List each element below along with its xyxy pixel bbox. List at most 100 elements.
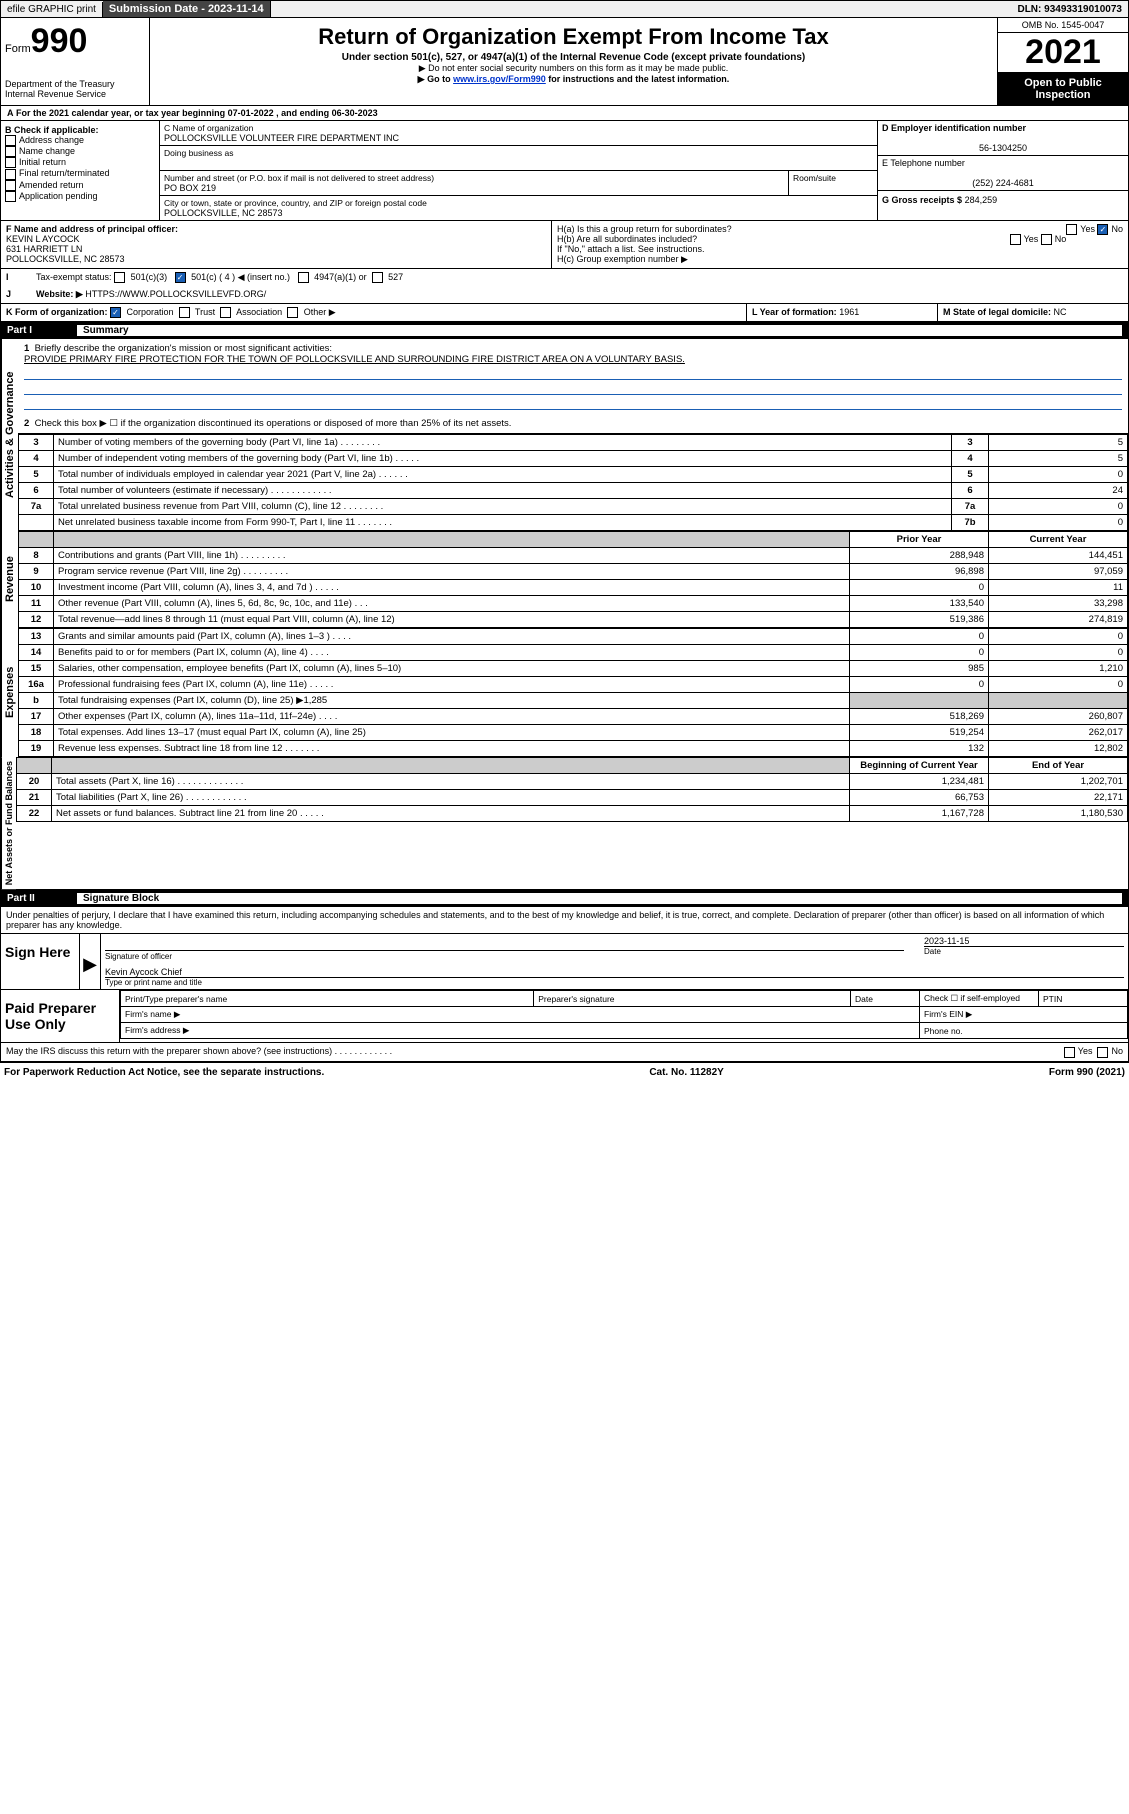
form-header: Form990 Department of the Treasury Inter… (0, 18, 1129, 106)
check-name[interactable] (5, 146, 16, 157)
row-desc: Professional fundraising fees (Part IX, … (54, 677, 850, 693)
row-val: 0 (989, 467, 1128, 483)
q1-label: Briefly describe the organization's miss… (35, 343, 333, 354)
firm-name-label: Firm's name ▶ (121, 1007, 920, 1023)
line-a: A For the 2021 calendar year, or tax yea… (0, 106, 1129, 121)
row-desc: Net assets or fund balances. Subtract li… (52, 806, 850, 822)
i-4947[interactable] (298, 272, 309, 283)
line-klm: K Form of organization: Corporation Trus… (0, 304, 1129, 322)
inspection-label: Open to Public Inspection (998, 73, 1128, 105)
k-trust[interactable] (179, 307, 190, 318)
hc-label: H(c) Group exemption number ▶ (557, 254, 1123, 265)
j-label: Website: ▶ (36, 289, 83, 299)
current-val: 12,802 (989, 741, 1128, 757)
hdr (19, 532, 54, 548)
opt-amended: Amended return (19, 180, 84, 190)
firm-phone-label: Phone no. (920, 1023, 1128, 1039)
line-i: I Tax-exempt status: 501(c)(3) 501(c) ( … (0, 269, 1129, 286)
submission-date-button[interactable]: Submission Date - 2023-11-14 (103, 1, 271, 17)
row-val: 24 (989, 483, 1128, 499)
omb-label: OMB No. 1545-0047 (998, 18, 1128, 33)
current-val: 0 (989, 677, 1128, 693)
hb-no[interactable] (1041, 234, 1052, 245)
row-val: 0 (989, 515, 1128, 531)
note-link: ▶ Go to www.irs.gov/Form990 for instruct… (154, 74, 993, 85)
check-initial[interactable] (5, 157, 16, 168)
top-bar: efile GRAPHIC print Submission Date - 20… (0, 0, 1129, 18)
check-address[interactable] (5, 135, 16, 146)
row-desc: Revenue less expenses. Subtract line 18 … (54, 741, 850, 757)
side-rev: Revenue (1, 531, 18, 628)
part1-title: Summary (77, 325, 1122, 336)
net-table: Beginning of Current Year End of Year20 … (16, 757, 1128, 822)
m-label: M State of legal domicile: (943, 307, 1051, 317)
form-word: Form (5, 43, 31, 55)
row-desc: Investment income (Part VIII, column (A)… (54, 580, 850, 596)
hdr (54, 532, 850, 548)
opt-pending: Application pending (19, 191, 98, 201)
i-527[interactable] (372, 272, 383, 283)
k-other[interactable] (287, 307, 298, 318)
begin-val: 1,234,481 (850, 774, 989, 790)
row-desc: Total assets (Part X, line 16) . . . . .… (52, 774, 850, 790)
prior-val: 0 (850, 645, 989, 661)
officer-name: KEVIN L AYCOCK (6, 234, 80, 244)
ein-label: D Employer identification number (882, 123, 1026, 133)
i-opt3: 527 (388, 272, 403, 282)
discuss-yes[interactable] (1064, 1047, 1075, 1058)
tax-year: 2021 (998, 33, 1128, 73)
row-num: 5 (19, 467, 54, 483)
row-num: 16a (19, 677, 54, 693)
yes-3: Yes (1078, 1046, 1093, 1056)
discuss-no[interactable] (1097, 1047, 1108, 1058)
end-hdr: End of Year (989, 758, 1128, 774)
hb-yes[interactable] (1010, 234, 1021, 245)
current-val: 1,210 (989, 661, 1128, 677)
gross-label: G Gross receipts $ (882, 195, 962, 205)
sig-officer-label: Signature of officer (105, 950, 904, 961)
end-val: 1,202,701 (989, 774, 1128, 790)
row-desc: Total number of individuals employed in … (54, 467, 952, 483)
k-corp[interactable] (110, 307, 121, 318)
i-501c3[interactable] (114, 272, 125, 283)
k-label: K Form of organization: (6, 307, 108, 317)
check-final[interactable] (5, 169, 16, 180)
header-right: OMB No. 1545-0047 2021 Open to Public In… (997, 18, 1128, 105)
check-amended[interactable] (5, 180, 16, 191)
row-num: 21 (17, 790, 52, 806)
section-fh: F Name and address of principal officer:… (0, 221, 1129, 269)
prior-val: 518,269 (850, 709, 989, 725)
row-box: 5 (952, 467, 989, 483)
gov-table: 3 Number of voting members of the govern… (18, 434, 1128, 531)
sig-name-value: Kevin Aycock Chief (105, 967, 1124, 977)
opt-name: Name change (19, 146, 75, 156)
perjury-text: Under penalties of perjury, I declare th… (0, 907, 1129, 934)
current-hdr: Current Year (989, 532, 1128, 548)
prior-val: 288,948 (850, 548, 989, 564)
k-opt3: Other ▶ (304, 307, 336, 317)
row-box: 3 (952, 435, 989, 451)
phone-label: E Telephone number (882, 158, 965, 168)
row-desc: Contributions and grants (Part VIII, lin… (54, 548, 850, 564)
prior-val: 985 (850, 661, 989, 677)
paid-table: Print/Type preparer's name Preparer's si… (120, 990, 1128, 1039)
i-opt2: 4947(a)(1) or (314, 272, 367, 282)
ha-no[interactable] (1097, 224, 1108, 235)
addr-label: Number and street (or P.O. box if mail i… (164, 173, 434, 183)
row-num: 22 (17, 806, 52, 822)
ha-label: H(a) Is this a group return for subordin… (557, 224, 732, 234)
row-desc: Total liabilities (Part X, line 26) . . … (52, 790, 850, 806)
ha-yes[interactable] (1066, 224, 1077, 235)
check-pending[interactable] (5, 191, 16, 202)
yes-2: Yes (1024, 234, 1039, 244)
box-deg: D Employer identification number 56-1304… (877, 121, 1128, 220)
i-501c[interactable] (175, 272, 186, 283)
gov-section: Activities & Governance 1 Briefly descri… (0, 339, 1129, 531)
begin-val: 1,167,728 (850, 806, 989, 822)
prep-name-h: Print/Type preparer's name (121, 991, 534, 1007)
k-assoc[interactable] (220, 307, 231, 318)
line-a-text: For the 2021 calendar year, or tax year … (16, 108, 378, 118)
website-value: HTTPS://WWW.POLLOCKSVILLEVFD.ORG/ (85, 289, 266, 299)
irs-link[interactable]: www.irs.gov/Form990 (453, 74, 546, 84)
officer-addr2: POLLOCKSVILLE, NC 28573 (6, 254, 125, 264)
